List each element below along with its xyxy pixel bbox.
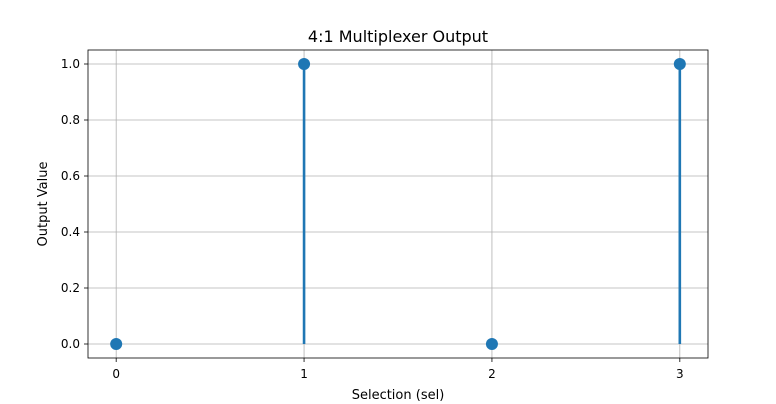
x-tick-label: 2: [488, 367, 496, 381]
stem-marker: [673, 58, 686, 70]
y-tick-label: 0.0: [61, 337, 80, 351]
y-tick-label: 0.4: [61, 225, 80, 239]
x-tick-label: 3: [676, 367, 684, 381]
y-axis-ticks: 0.0 0.2 0.4 0.6 0.8 1.0: [61, 57, 88, 351]
x-axis-ticks: 0 1 2 3: [112, 358, 684, 381]
y-axis-label: Output Value: [36, 162, 51, 247]
y-tick-label: 0.6: [61, 169, 80, 183]
x-tick-label: 0: [112, 367, 120, 381]
stem-series: [110, 58, 686, 350]
y-tick-label: 0.8: [61, 113, 80, 127]
stem-marker: [298, 58, 311, 70]
x-tick-label: 1: [300, 367, 308, 381]
chart-title: 4:1 Multiplexer Output: [308, 27, 488, 46]
plot-frame: [87, 49, 709, 359]
stem-marker: [110, 338, 123, 350]
y-tick-label: 0.2: [61, 281, 80, 295]
x-axis-label: Selection (sel): [352, 388, 445, 403]
stem-marker: [485, 338, 498, 350]
y-tick-label: 1.0: [61, 57, 80, 71]
